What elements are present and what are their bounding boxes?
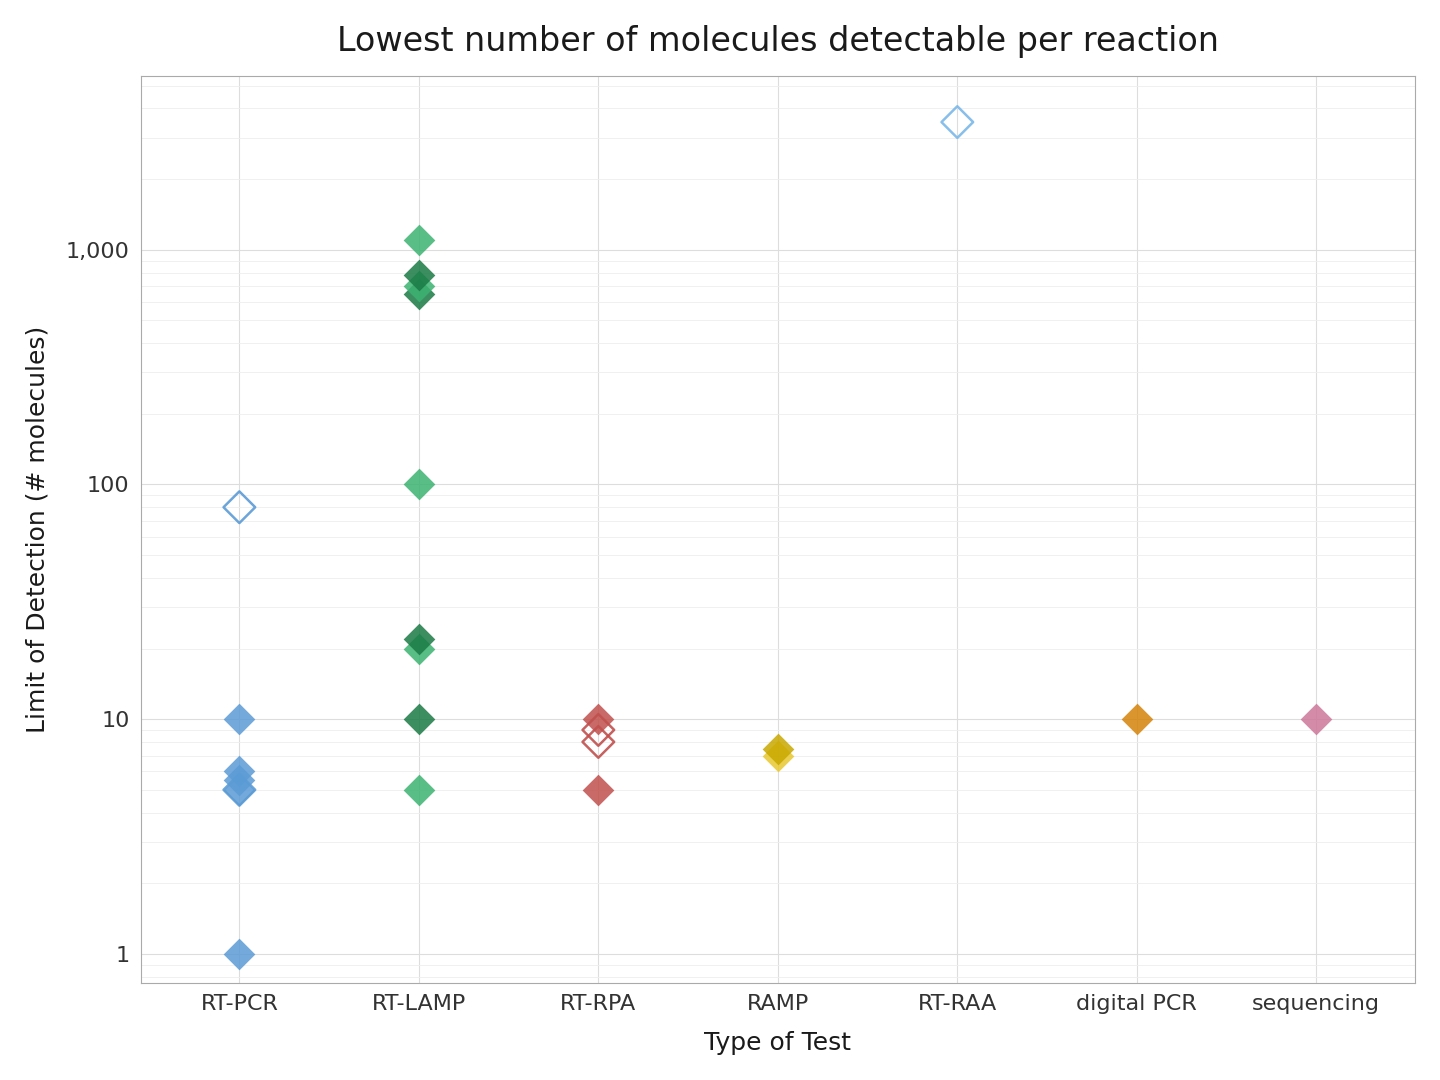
Point: [766, 747, 789, 765]
Point: [588, 721, 611, 739]
Point: [588, 781, 611, 798]
Point: [766, 740, 789, 757]
Point: [1305, 711, 1328, 728]
Point: [228, 781, 251, 798]
Point: [408, 781, 431, 798]
Point: [408, 278, 431, 295]
Point: [228, 771, 251, 788]
Point: [408, 630, 431, 647]
Point: [408, 285, 431, 302]
Point: [228, 781, 251, 798]
Point: [408, 231, 431, 248]
X-axis label: Type of Test: Type of Test: [704, 1031, 851, 1055]
Y-axis label: Limit of Detection (# molecules): Limit of Detection (# molecules): [24, 326, 49, 733]
Point: [408, 267, 431, 284]
Point: [946, 113, 969, 131]
Point: [1125, 711, 1148, 728]
Point: [228, 762, 251, 780]
Point: [588, 711, 611, 728]
Point: [228, 499, 251, 516]
Point: [588, 733, 611, 751]
Point: [408, 476, 431, 494]
Title: Lowest number of molecules detectable per reaction: Lowest number of molecules detectable pe…: [337, 25, 1218, 58]
Point: [228, 711, 251, 728]
Point: [408, 711, 431, 728]
Point: [228, 945, 251, 962]
Point: [408, 639, 431, 657]
